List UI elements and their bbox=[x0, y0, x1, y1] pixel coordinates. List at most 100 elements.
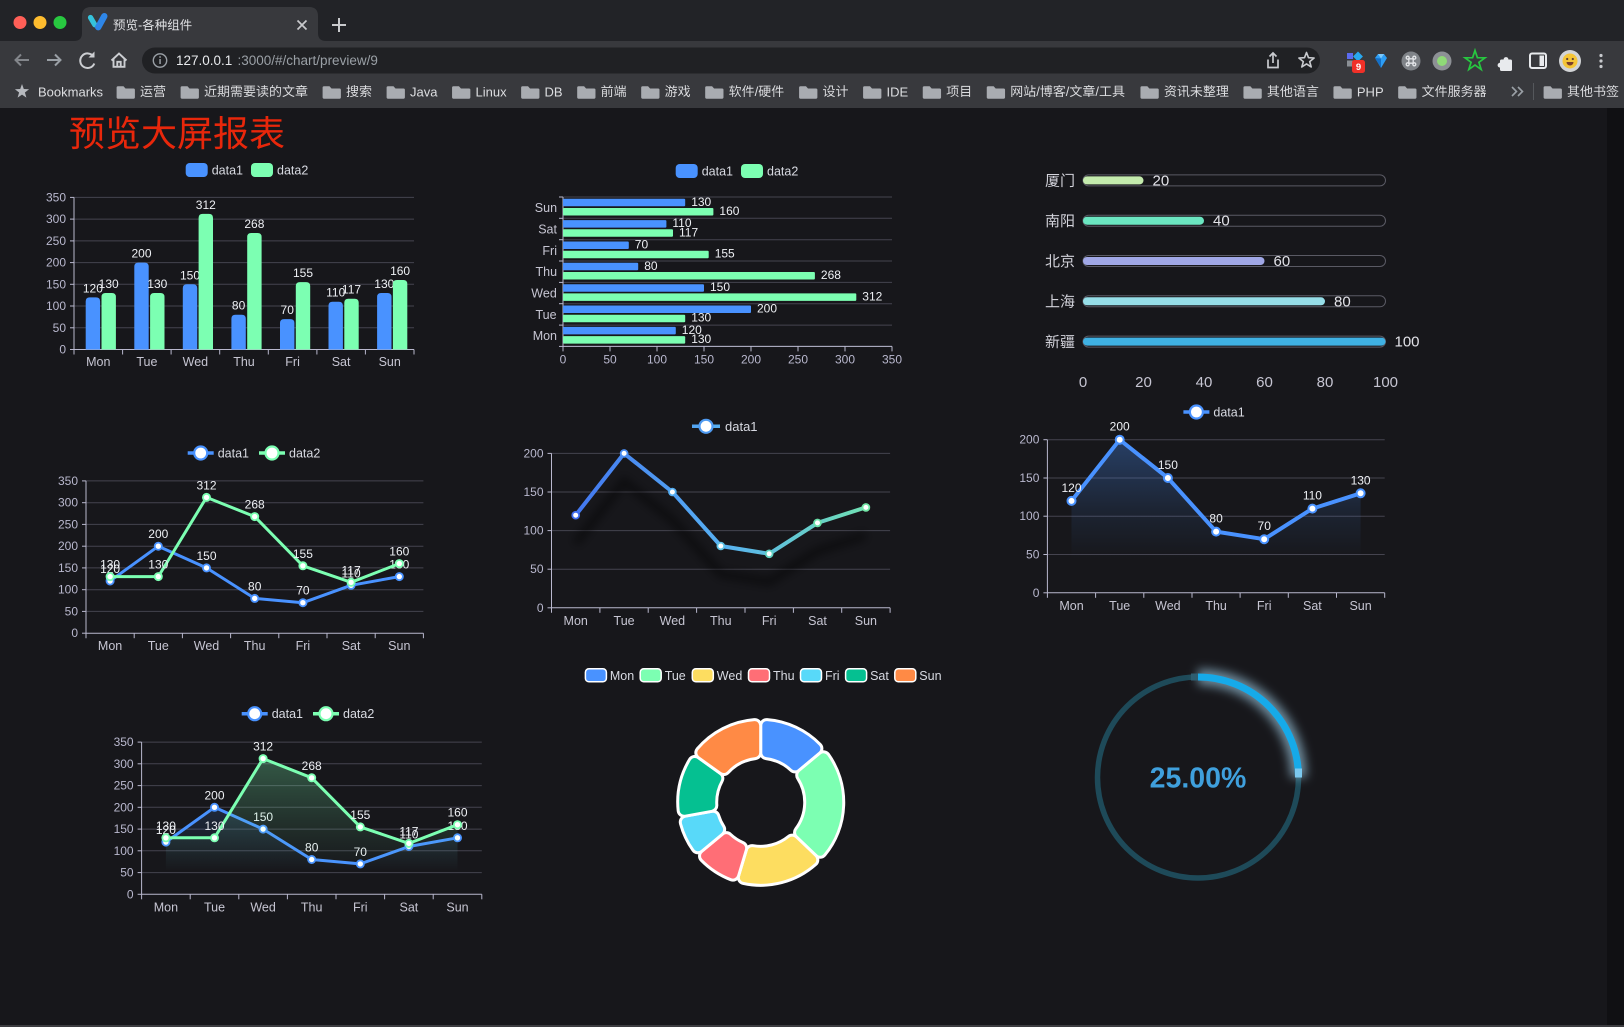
svg-text:Thu: Thu bbox=[244, 639, 266, 653]
svg-text:110: 110 bbox=[342, 566, 361, 580]
svg-text:130: 130 bbox=[1351, 473, 1371, 487]
svg-text:50: 50 bbox=[603, 352, 617, 366]
svg-text:100: 100 bbox=[647, 352, 667, 366]
svg-text:117: 117 bbox=[342, 563, 361, 577]
svg-text:data2: data2 bbox=[277, 163, 308, 177]
svg-text:Sat: Sat bbox=[342, 639, 361, 653]
svg-text:80: 80 bbox=[248, 579, 262, 593]
svg-text:Sun: Sun bbox=[919, 669, 941, 683]
svg-text:Tue: Tue bbox=[136, 355, 157, 369]
svg-text:data2: data2 bbox=[289, 446, 320, 460]
svg-text:Mon: Mon bbox=[98, 639, 122, 653]
svg-text:312: 312 bbox=[862, 289, 882, 303]
svg-text:/: / bbox=[1036, 84, 1040, 99]
svg-text:120: 120 bbox=[1061, 481, 1081, 495]
svg-text:160: 160 bbox=[389, 545, 409, 559]
svg-text:Fri: Fri bbox=[1257, 599, 1272, 613]
svg-text:200: 200 bbox=[148, 527, 168, 541]
svg-text:data1: data1 bbox=[702, 164, 733, 178]
svg-text:Tue: Tue bbox=[614, 614, 635, 628]
svg-text:/: / bbox=[1066, 84, 1070, 99]
svg-text:Mon: Mon bbox=[86, 355, 110, 369]
svg-text:80: 80 bbox=[1334, 293, 1351, 310]
svg-text:110: 110 bbox=[399, 828, 418, 842]
svg-text:60: 60 bbox=[1274, 253, 1291, 270]
svg-text:50: 50 bbox=[53, 321, 67, 335]
svg-text:80: 80 bbox=[1317, 374, 1334, 391]
svg-text:155: 155 bbox=[715, 247, 735, 261]
svg-text:40: 40 bbox=[1213, 213, 1230, 230]
svg-text:150: 150 bbox=[1158, 458, 1178, 472]
svg-text:200: 200 bbox=[46, 256, 66, 270]
svg-text:Sun: Sun bbox=[379, 355, 401, 369]
svg-text:120: 120 bbox=[156, 823, 176, 837]
svg-text:150: 150 bbox=[710, 280, 730, 294]
svg-text:Java: Java bbox=[410, 85, 438, 100]
svg-text:120: 120 bbox=[83, 281, 103, 295]
svg-text:Mon: Mon bbox=[610, 669, 634, 683]
svg-text:350: 350 bbox=[114, 735, 134, 749]
svg-text:40: 40 bbox=[1196, 374, 1213, 391]
svg-text:300: 300 bbox=[114, 757, 134, 771]
svg-text:200: 200 bbox=[114, 800, 134, 814]
svg-text:Sat: Sat bbox=[1303, 599, 1322, 613]
svg-text:Wed: Wed bbox=[531, 287, 557, 301]
svg-text:300: 300 bbox=[835, 352, 855, 366]
svg-text:100: 100 bbox=[46, 299, 66, 313]
svg-text:130: 130 bbox=[156, 819, 176, 833]
svg-text:/: / bbox=[755, 84, 759, 99]
svg-text:Mon: Mon bbox=[533, 329, 557, 343]
svg-text:268: 268 bbox=[244, 217, 264, 231]
svg-text:110: 110 bbox=[1303, 489, 1322, 503]
svg-text:Wed: Wed bbox=[660, 614, 686, 628]
svg-text:300: 300 bbox=[46, 212, 66, 226]
svg-text:Bookmarks: Bookmarks bbox=[38, 85, 104, 100]
svg-text:130: 130 bbox=[99, 277, 119, 291]
svg-text:data2: data2 bbox=[343, 707, 374, 721]
svg-text:312: 312 bbox=[253, 740, 273, 754]
svg-text:Fri: Fri bbox=[285, 355, 300, 369]
svg-text:100: 100 bbox=[114, 844, 134, 858]
svg-text:IDE: IDE bbox=[887, 85, 909, 100]
svg-text:0: 0 bbox=[71, 626, 78, 640]
svg-text:data1: data1 bbox=[1213, 405, 1244, 419]
svg-text:155: 155 bbox=[350, 808, 370, 822]
svg-text:110: 110 bbox=[672, 216, 691, 230]
svg-text:Thu: Thu bbox=[773, 669, 795, 683]
svg-text:100: 100 bbox=[523, 524, 543, 538]
svg-text:Sun: Sun bbox=[446, 900, 468, 914]
svg-text:200: 200 bbox=[523, 446, 543, 460]
svg-text:Tue: Tue bbox=[536, 308, 557, 322]
svg-text:data1: data1 bbox=[212, 163, 243, 177]
svg-text:117: 117 bbox=[679, 225, 698, 239]
svg-text:110: 110 bbox=[326, 286, 345, 300]
svg-text:data1: data1 bbox=[218, 446, 249, 460]
svg-text:Sat: Sat bbox=[538, 223, 557, 237]
svg-text:Wed: Wed bbox=[194, 639, 220, 653]
svg-text:160: 160 bbox=[719, 204, 739, 218]
svg-text:80: 80 bbox=[644, 259, 658, 273]
svg-text:Sun: Sun bbox=[388, 639, 410, 653]
svg-text:268: 268 bbox=[821, 268, 841, 282]
svg-text:0: 0 bbox=[1033, 586, 1040, 600]
svg-text:160: 160 bbox=[447, 806, 467, 820]
svg-text:100: 100 bbox=[1373, 374, 1398, 391]
svg-text:350: 350 bbox=[46, 190, 66, 204]
svg-text:-: - bbox=[138, 19, 142, 33]
svg-text:200: 200 bbox=[58, 539, 78, 553]
svg-text:Fri: Fri bbox=[542, 244, 557, 258]
svg-text:200: 200 bbox=[131, 247, 151, 261]
svg-text::3000/#/chart/preview/9: :3000/#/chart/preview/9 bbox=[238, 53, 378, 68]
svg-text:130: 130 bbox=[691, 311, 711, 325]
svg-text:150: 150 bbox=[523, 485, 543, 499]
svg-text:250: 250 bbox=[114, 779, 134, 793]
svg-text:268: 268 bbox=[302, 759, 322, 773]
svg-text:Fri: Fri bbox=[825, 669, 840, 683]
svg-text:312: 312 bbox=[196, 198, 216, 212]
svg-text:Thu: Thu bbox=[233, 355, 255, 369]
svg-text:70: 70 bbox=[635, 238, 649, 252]
svg-text:130: 130 bbox=[100, 558, 120, 572]
svg-text:70: 70 bbox=[296, 584, 310, 598]
svg-text:Sat: Sat bbox=[808, 614, 827, 628]
svg-text:Sat: Sat bbox=[400, 900, 419, 914]
